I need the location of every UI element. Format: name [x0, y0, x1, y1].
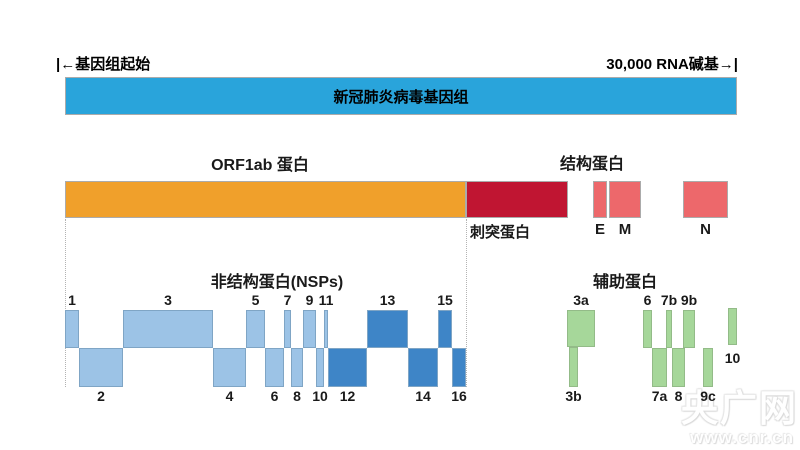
orf1ab-header: ORF1ab 蛋白 — [211, 157, 309, 174]
structural-bar-M — [609, 181, 641, 218]
right-guide-dotted-line — [466, 219, 467, 387]
structural-proteins-header: 结构蛋白 — [559, 156, 625, 173]
accessory-box-10 — [728, 308, 737, 345]
structural-bar-label-N: N — [700, 221, 711, 238]
nsp-box-10 — [316, 348, 324, 387]
nsp-box-13 — [367, 310, 408, 348]
structural-bar-E — [593, 181, 607, 218]
genome-bar-label: 新冠肺炎病毒基因组 — [333, 88, 469, 106]
accessory-label-9c: 9c — [700, 388, 716, 404]
nsp-label-12: 12 — [339, 388, 356, 404]
nsp-box-4 — [213, 348, 246, 387]
nsp-label-4: 4 — [225, 388, 234, 404]
accessory-box-3b — [569, 347, 578, 387]
structural-bar-label-M: M — [618, 221, 632, 238]
spike-protein-bar — [466, 181, 568, 218]
accessory-box-6 — [643, 310, 652, 348]
nsp-box-7 — [284, 310, 291, 348]
nsp-label-14: 14 — [415, 388, 431, 404]
nsp-box-12 — [328, 348, 367, 387]
nsp-label-9: 9 — [305, 292, 314, 308]
accessory-label-3b: 3b — [565, 388, 582, 404]
nsp-box-8 — [291, 348, 303, 387]
genome-bar: 新冠肺炎病毒基因组 — [65, 77, 737, 115]
genome-start-label: |←基因组起始 — [56, 56, 151, 73]
nsp-box-3 — [123, 310, 213, 348]
nsp-label-8: 8 — [293, 388, 301, 404]
nsp-header: 非结构蛋白(NSPs) — [210, 274, 344, 291]
nsp-label-16: 16 — [451, 388, 467, 404]
structural-bar-label-E: E — [594, 221, 606, 238]
nsp-label-15: 15 — [437, 292, 453, 308]
accessory-label-9b: 9b — [680, 292, 698, 308]
structural-bar-N — [683, 181, 728, 218]
watermark-logo: 央广网 — [681, 388, 798, 429]
nsp-box-1 — [65, 310, 79, 348]
nsp-label-6: 6 — [270, 388, 279, 404]
accessory-label-10: 10 — [724, 350, 741, 366]
watermark: 央广网 www.cnr.cn — [681, 390, 798, 446]
left-guide-dotted-line — [65, 219, 66, 387]
nsp-box-9 — [303, 310, 316, 348]
nsp-label-10: 10 — [312, 388, 328, 404]
nsp-label-1: 1 — [68, 292, 76, 308]
genome-length-label: 30,000 RNA碱基→| — [606, 56, 738, 73]
nsp-box-16 — [452, 348, 466, 387]
nsp-label-13: 13 — [379, 292, 396, 308]
nsp-label-3: 3 — [164, 292, 172, 308]
nsp-box-11 — [324, 310, 328, 348]
accessory-label-6: 6 — [643, 292, 652, 308]
accessory-label-7b: 7b — [660, 292, 678, 308]
nsp-label-7: 7 — [283, 292, 292, 308]
accessory-box-9b — [683, 310, 695, 348]
orf1ab-bar — [65, 181, 466, 218]
accessory-label-8: 8 — [674, 388, 683, 404]
accessory-box-7a — [652, 348, 667, 387]
nsp-box-2 — [79, 348, 123, 387]
nsp-label-2: 2 — [97, 388, 105, 404]
accessory-label-3a: 3a — [573, 292, 589, 308]
nsp-box-5 — [246, 310, 265, 348]
nsp-label-5: 5 — [251, 292, 260, 308]
accessory-box-7b — [666, 310, 672, 348]
accessory-box-9c — [703, 348, 713, 387]
watermark-url: www.cnr.cn — [690, 428, 794, 447]
accessory-box-3a — [567, 310, 595, 347]
nsp-box-15 — [438, 310, 452, 348]
accessory-label-7a: 7a — [651, 388, 668, 404]
accessory-proteins-header: 辅助蛋白 — [592, 274, 658, 291]
nsp-box-6 — [265, 348, 284, 387]
accessory-box-8 — [672, 348, 685, 387]
nsp-box-14 — [408, 348, 438, 387]
spike-protein-label: 刺突蛋白 — [470, 224, 531, 241]
nsp-label-11: 11 — [318, 292, 334, 308]
